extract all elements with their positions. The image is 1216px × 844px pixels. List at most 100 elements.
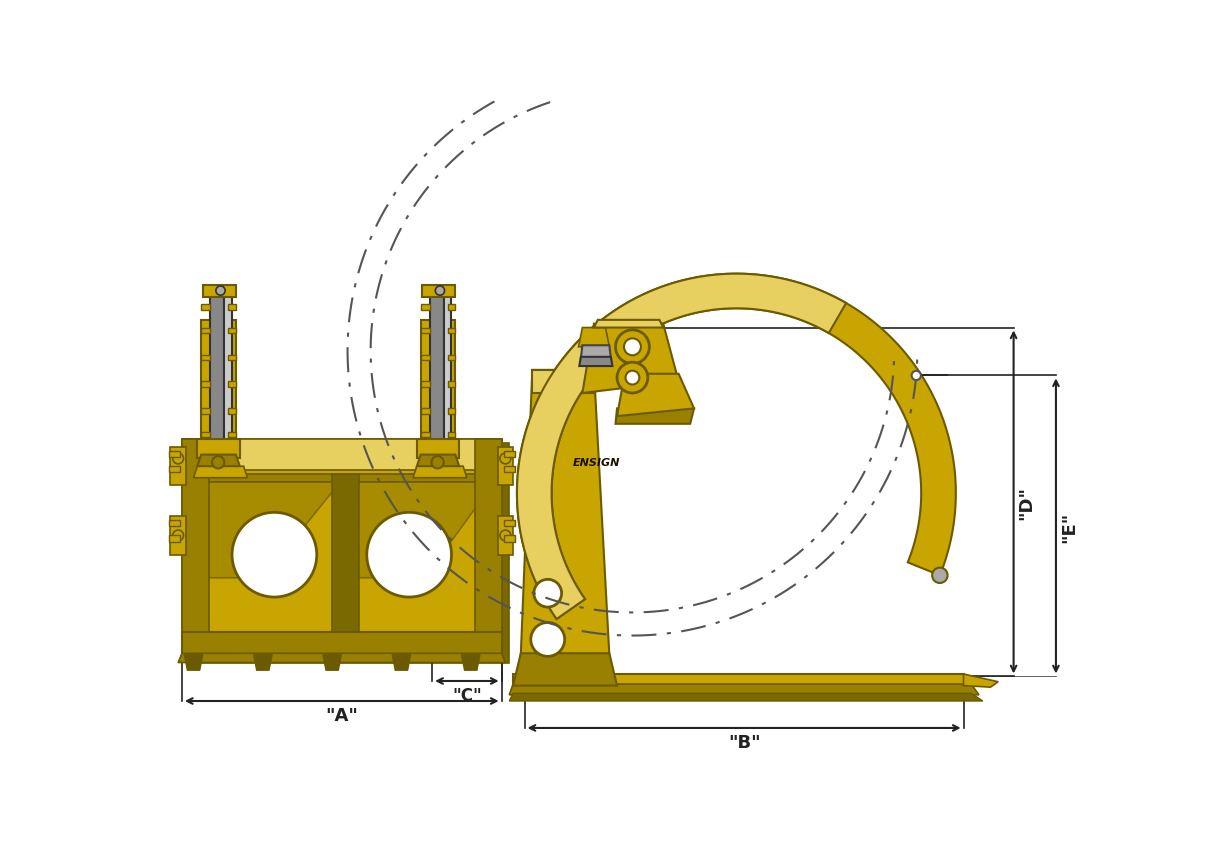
Polygon shape xyxy=(421,321,455,444)
Polygon shape xyxy=(579,357,613,366)
Bar xyxy=(503,467,514,473)
Polygon shape xyxy=(462,655,480,670)
Polygon shape xyxy=(513,674,963,686)
Polygon shape xyxy=(332,474,359,632)
Bar xyxy=(201,408,210,414)
Bar xyxy=(447,355,455,360)
Circle shape xyxy=(625,371,640,385)
Polygon shape xyxy=(197,474,344,482)
Polygon shape xyxy=(197,440,240,459)
Polygon shape xyxy=(497,517,513,555)
Polygon shape xyxy=(182,440,501,470)
Bar xyxy=(503,536,514,542)
Text: "C": "C" xyxy=(452,686,482,704)
Circle shape xyxy=(173,530,184,541)
Circle shape xyxy=(534,580,562,608)
Polygon shape xyxy=(497,447,513,486)
Circle shape xyxy=(531,623,564,657)
Circle shape xyxy=(212,457,224,469)
Polygon shape xyxy=(474,440,501,632)
Bar xyxy=(447,328,455,333)
Bar xyxy=(169,521,180,527)
Bar xyxy=(229,408,236,414)
Polygon shape xyxy=(197,455,240,467)
Bar xyxy=(201,382,210,387)
Bar xyxy=(447,408,455,414)
Text: "A": "A" xyxy=(325,706,358,724)
Bar xyxy=(421,408,430,414)
Circle shape xyxy=(615,331,649,365)
Polygon shape xyxy=(210,294,224,444)
Circle shape xyxy=(435,287,445,296)
Polygon shape xyxy=(413,467,467,479)
Bar xyxy=(421,305,430,311)
Circle shape xyxy=(624,339,641,356)
Bar xyxy=(201,305,210,311)
Polygon shape xyxy=(417,455,460,467)
Bar xyxy=(229,355,236,360)
Polygon shape xyxy=(582,324,679,393)
Polygon shape xyxy=(393,655,411,670)
Text: "B": "B" xyxy=(728,733,760,750)
Polygon shape xyxy=(417,440,460,459)
Circle shape xyxy=(912,371,921,381)
Polygon shape xyxy=(430,294,444,444)
Polygon shape xyxy=(520,371,609,655)
Polygon shape xyxy=(579,328,609,348)
Polygon shape xyxy=(444,294,451,444)
Bar xyxy=(169,452,180,457)
Polygon shape xyxy=(185,655,203,670)
Polygon shape xyxy=(182,440,209,632)
Polygon shape xyxy=(510,684,979,695)
Polygon shape xyxy=(193,467,247,479)
Polygon shape xyxy=(254,655,272,670)
Polygon shape xyxy=(517,274,956,619)
Bar xyxy=(421,328,430,333)
Bar xyxy=(503,521,514,527)
Bar xyxy=(229,432,236,437)
Polygon shape xyxy=(323,655,342,670)
Polygon shape xyxy=(344,474,497,482)
Bar xyxy=(169,536,180,542)
Circle shape xyxy=(173,453,184,464)
Polygon shape xyxy=(533,371,593,393)
Polygon shape xyxy=(617,374,694,417)
Text: "E": "E" xyxy=(1060,511,1077,542)
Bar xyxy=(421,432,430,437)
Circle shape xyxy=(617,363,648,393)
Bar xyxy=(169,467,180,473)
Polygon shape xyxy=(344,479,497,578)
Polygon shape xyxy=(615,408,694,425)
Circle shape xyxy=(500,530,511,541)
Bar xyxy=(229,328,236,333)
Bar xyxy=(229,382,236,387)
Bar xyxy=(447,305,455,311)
Text: ENSIGN: ENSIGN xyxy=(573,457,620,468)
Circle shape xyxy=(232,513,316,598)
Polygon shape xyxy=(201,321,236,444)
Polygon shape xyxy=(581,346,610,359)
Polygon shape xyxy=(513,653,617,686)
Bar xyxy=(421,355,430,360)
Polygon shape xyxy=(182,440,501,659)
Polygon shape xyxy=(517,274,846,619)
Polygon shape xyxy=(422,286,455,297)
Bar xyxy=(201,432,210,437)
Circle shape xyxy=(933,568,947,583)
Polygon shape xyxy=(963,674,998,687)
Polygon shape xyxy=(197,479,344,578)
Circle shape xyxy=(216,287,225,296)
Bar xyxy=(421,382,430,387)
Bar xyxy=(503,452,514,457)
Polygon shape xyxy=(170,447,186,486)
Polygon shape xyxy=(510,694,983,701)
Bar xyxy=(201,355,210,360)
Circle shape xyxy=(500,453,511,464)
Circle shape xyxy=(367,513,451,598)
Circle shape xyxy=(432,457,444,469)
Bar xyxy=(229,305,236,311)
Polygon shape xyxy=(170,517,186,555)
Polygon shape xyxy=(224,294,232,444)
Polygon shape xyxy=(593,321,663,328)
Polygon shape xyxy=(203,286,236,297)
